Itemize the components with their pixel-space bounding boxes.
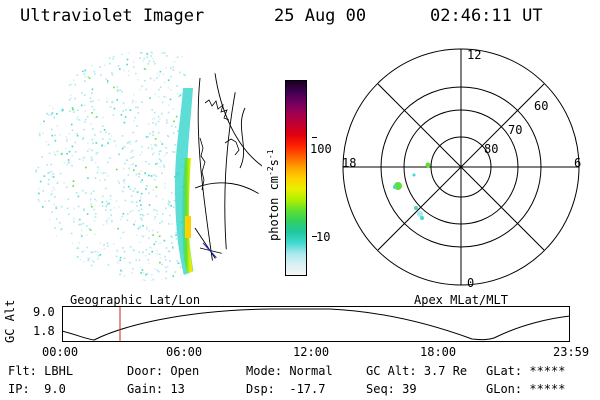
instrument-title: Ultraviolet Imager (20, 6, 205, 26)
status-glon: GLon: ***** (486, 382, 565, 396)
terminator-line (202, 242, 236, 279)
status-key: Dsp: (246, 382, 275, 396)
status-key: Flt: (8, 364, 37, 378)
geo-grid-overlay (194, 67, 262, 281)
status-mode: Mode: Normal (246, 364, 333, 378)
xtick-1800: 18:00 (420, 345, 457, 359)
status-value: -17.7 (289, 382, 326, 396)
status-key: Gain: (127, 382, 164, 396)
status-key: Seq: (366, 382, 395, 396)
mlt-label-12: 12 (467, 48, 481, 62)
status-door: Door: Open (127, 364, 199, 378)
colorbar-tickmark (312, 236, 317, 237)
status-key: Mode: (246, 364, 283, 378)
xtick-0600: 06:00 (166, 345, 203, 359)
altitude-ytick-low: 1.8 (33, 324, 55, 338)
status-seq: Seq: 39 (366, 382, 417, 396)
mlat-label-70: 70 (508, 123, 522, 137)
time-label: 02:46:11 UT (430, 6, 543, 26)
status-value: 39 (402, 382, 417, 396)
polar-image-data (393, 162, 431, 220)
status-gain: Gain: 13 (127, 382, 185, 396)
status-value: ***** (529, 364, 566, 378)
status-value: Open (170, 364, 200, 378)
status-value: Normal (289, 364, 333, 378)
geo-noise-speckle (35, 51, 187, 281)
xtick-1200: 12:00 (293, 345, 330, 359)
status-value: 3.7 Re (423, 364, 468, 378)
mlt-label-6: 6 (574, 156, 581, 170)
mlat-label-80: 80 (484, 142, 498, 156)
status-value: ***** (529, 382, 566, 396)
status-glat: GLat: ***** (486, 364, 565, 378)
altitude-plot (62, 306, 570, 342)
status-dsp: Dsp: -17.7 (246, 382, 325, 396)
altitude-plot-frame (62, 306, 570, 342)
coastline-overlay (199, 99, 240, 191)
geo-panel-label: Geographic Lat/Lon (70, 293, 201, 307)
mlt-label-0: 0 (467, 276, 474, 290)
status-gc-alt: GC Alt: 3.7 Re (366, 364, 467, 378)
status-key: IP: (8, 382, 30, 396)
colorbar-label-s: s (267, 159, 281, 167)
status-key: GC Alt: (366, 364, 417, 378)
xtick-0000: 00:00 (42, 345, 79, 359)
colorbar-label-sup: -2 (266, 166, 275, 176)
geographic-image-panel (35, 51, 262, 281)
colorbar-tick-100: 100 (310, 142, 332, 156)
colorbar-label: photon cm-2s-1 (266, 149, 281, 241)
date-label: 25 Aug 00 (274, 6, 367, 26)
status-flt: Flt: LBHL (8, 364, 73, 378)
geo-image-data (35, 51, 262, 281)
altitude-ytick-high: 9.0 (33, 305, 55, 319)
status-key: GLat: (486, 364, 523, 378)
colorbar-gradient (286, 81, 306, 275)
polar-mlt-panel: 12 0 18 6 60 70 80 (342, 48, 581, 290)
status-ip: IP: 9.0 (8, 382, 66, 396)
polar-axis-diag2 (377, 83, 545, 251)
mlt-label-18: 18 (342, 156, 356, 170)
status-key: Door: (127, 364, 164, 378)
colorbar-label-sup2: -1 (266, 149, 275, 160)
status-value: 13 (170, 382, 185, 396)
colorbar-tickmark (312, 137, 317, 138)
aurora-bright-spot (185, 216, 191, 238)
colorbar (285, 80, 307, 276)
colorbar-label-text: photon cm (267, 175, 281, 241)
status-value: LBHL (44, 364, 74, 378)
status-key: GLon: (486, 382, 523, 396)
altitude-ylabel: GC Alt (3, 299, 17, 343)
status-value: 9.0 (44, 382, 66, 396)
colorbar-tick-10: 10 (316, 230, 331, 244)
xtick-2359: 23:59 (553, 345, 590, 359)
altitude-curve (62, 308, 570, 341)
mlat-label-60: 60 (534, 99, 548, 113)
polar-panel-label: Apex MLat/MLT (414, 293, 508, 307)
